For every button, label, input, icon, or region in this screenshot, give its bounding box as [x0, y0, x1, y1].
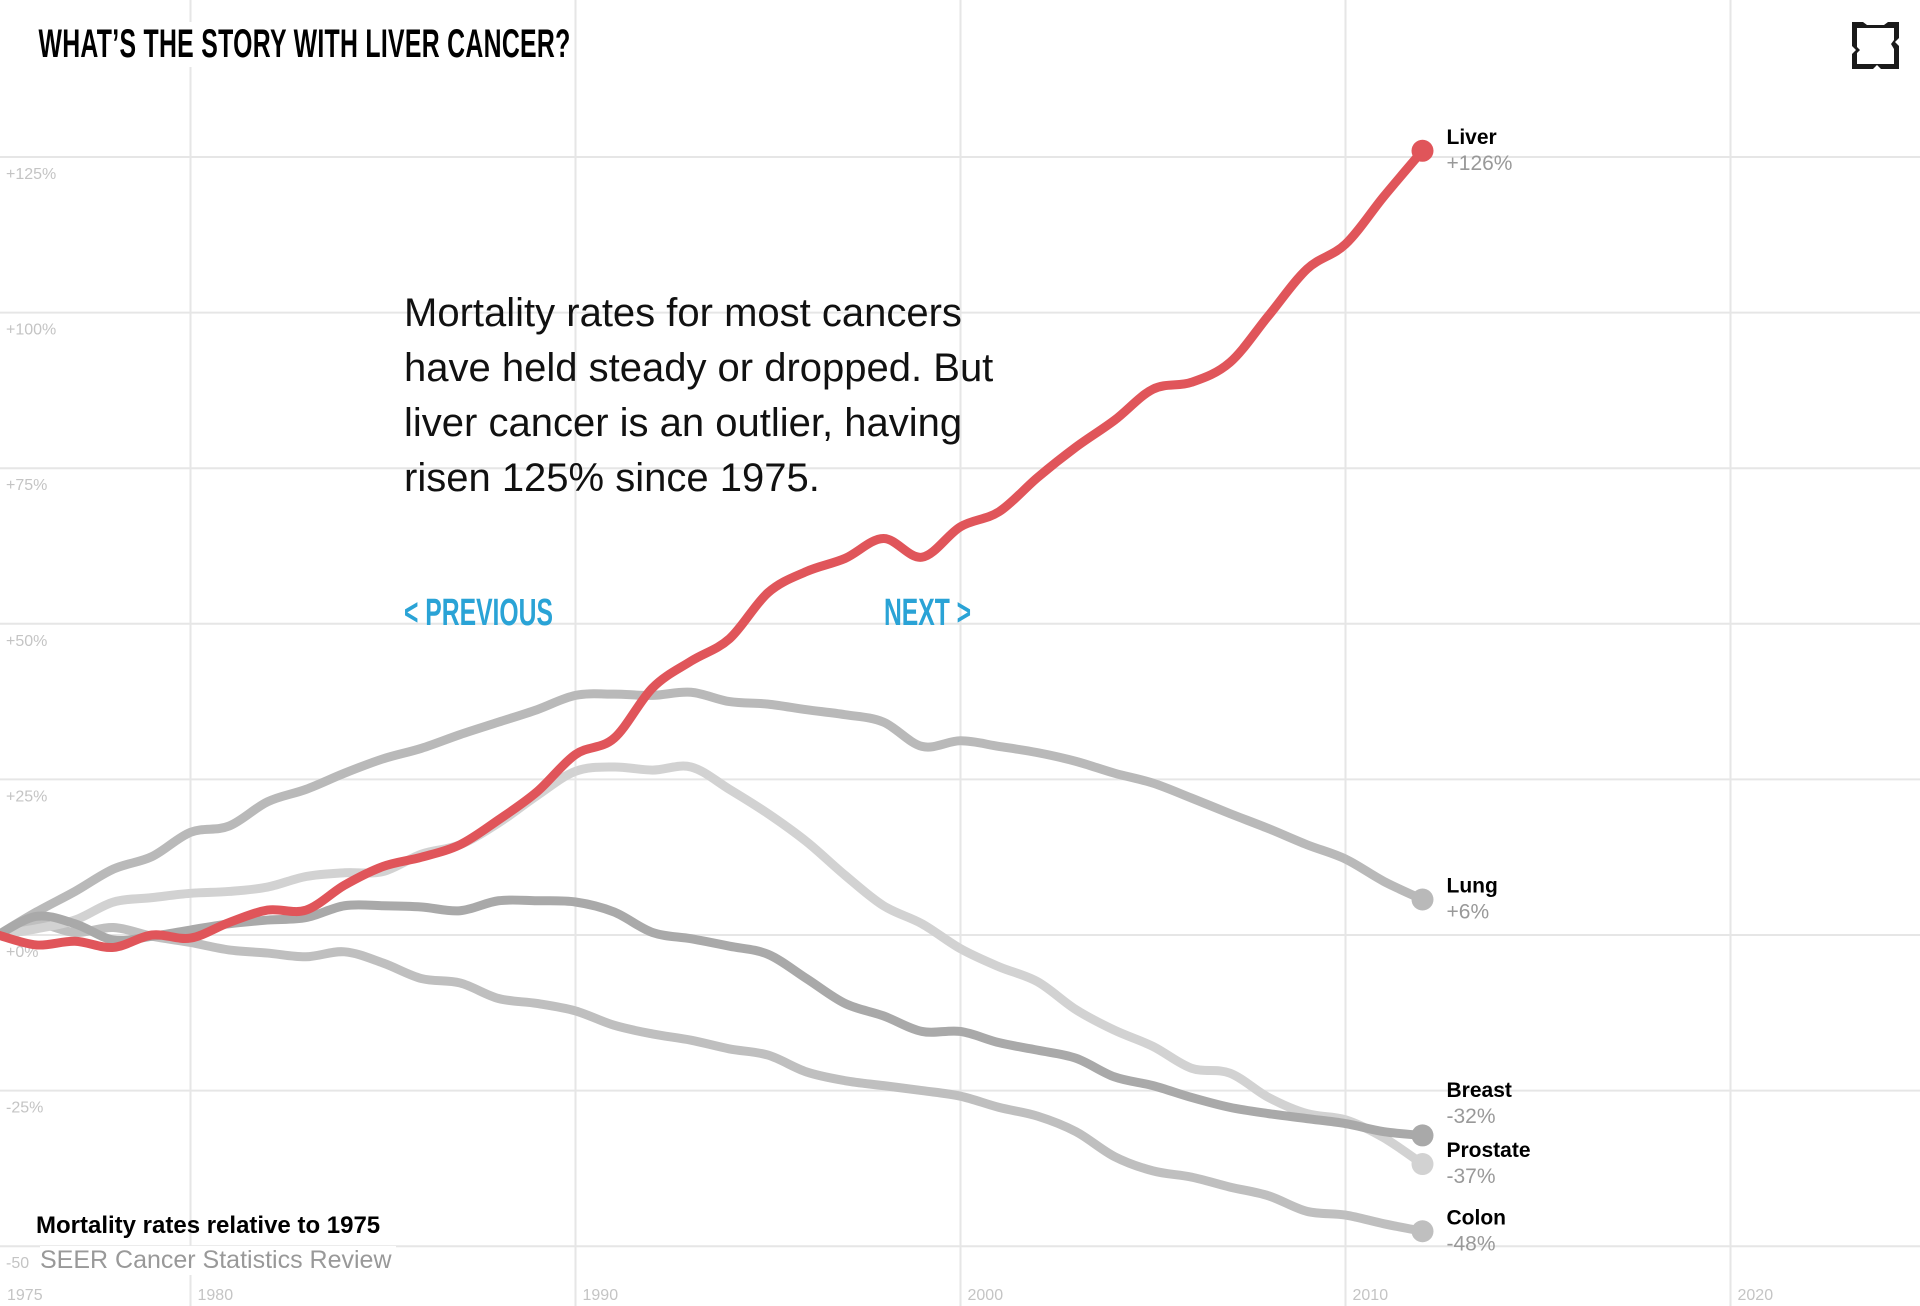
series-value-prostate: -37%	[1447, 1165, 1496, 1188]
x-tick-label: 1990	[583, 1287, 619, 1304]
series-line-prostate	[0, 761, 1427, 1169]
y-tick-label: -50	[6, 1255, 29, 1272]
series-value-colon: -48%	[1447, 1232, 1496, 1255]
series-line-lung	[0, 687, 1427, 940]
end-dot-breast	[1411, 1124, 1434, 1147]
x-tick-label: 2000	[968, 1287, 1004, 1304]
series-line-liver	[0, 146, 1427, 952]
y-tick-label: +125%	[6, 166, 56, 183]
series-name-breast: Breast	[1447, 1079, 1512, 1102]
series-value-breast: -32%	[1447, 1105, 1496, 1128]
x-tick-label: 1975	[7, 1287, 43, 1304]
y-tick-label: +100%	[6, 322, 56, 339]
series-line-colon	[0, 919, 1427, 1236]
next-button[interactable]: NEXT >	[883, 592, 971, 634]
end-dot-colon	[1411, 1220, 1434, 1243]
series-name-colon: Colon	[1447, 1206, 1506, 1229]
series-lines	[0, 139, 1434, 1243]
chart-subtitle: Mortality rates relative to 1975	[36, 1212, 381, 1239]
y-tick-label: +50%	[6, 633, 47, 650]
end-dot-liver	[1411, 139, 1434, 162]
source-credit: SEER Cancer Statistics Review	[40, 1246, 396, 1275]
series-name-prostate: Prostate	[1447, 1139, 1531, 1162]
end-dot-prostate	[1411, 1153, 1434, 1176]
series-labels: Colon -48% Prostate -37% Breast -32% Lung +6% Li…	[1447, 126, 1531, 1255]
page-title: WHAT’S THE STORY WITH LIVER CANCER?	[36, 22, 574, 67]
y-tick-label: -25%	[6, 1100, 43, 1117]
series-value-liver: +126%	[1447, 152, 1513, 175]
story-text: Mortality rates for most cancers have he…	[404, 291, 994, 500]
series-value-lung: +6%	[1447, 901, 1490, 924]
x-axis-ticks: 1975 1980 1990 2000 2010 2020	[7, 1287, 1773, 1304]
end-dot-lung	[1411, 888, 1434, 911]
previous-button[interactable]: < PREVIOUS	[404, 592, 553, 634]
fullscreen-icon[interactable]	[1851, 21, 1900, 70]
x-tick-label: 2010	[1353, 1287, 1389, 1304]
x-tick-label: 1980	[198, 1287, 234, 1304]
y-tick-label: +75%	[6, 477, 47, 494]
y-tick-label: +25%	[6, 788, 47, 805]
series-name-lung: Lung	[1447, 875, 1498, 898]
x-tick-label: 2020	[1738, 1287, 1774, 1304]
y-axis-ticks: +125%+100%+75%+50%+25%+0%-25%-50	[6, 166, 56, 1272]
series-name-liver: Liver	[1447, 126, 1497, 149]
